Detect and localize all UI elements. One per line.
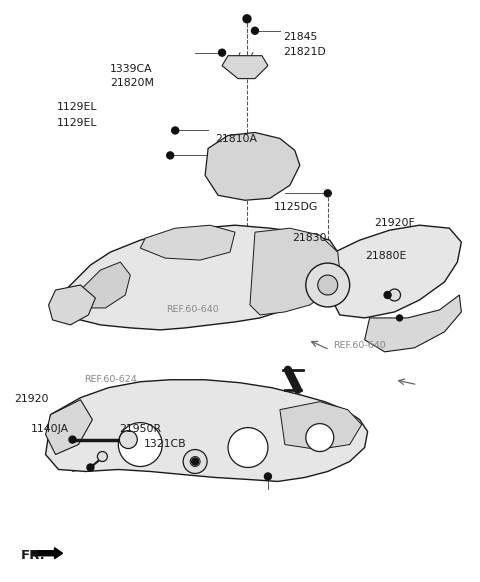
Circle shape (192, 458, 199, 465)
Polygon shape (46, 379, 368, 481)
Polygon shape (205, 133, 300, 200)
Circle shape (318, 275, 338, 295)
Text: 1140JA: 1140JA (30, 424, 69, 434)
Polygon shape (330, 225, 461, 318)
Text: 21821D: 21821D (283, 48, 326, 58)
Text: 21820M: 21820M (110, 78, 154, 88)
Polygon shape (56, 225, 340, 330)
Circle shape (172, 127, 179, 134)
Polygon shape (48, 285, 96, 325)
Text: REF.60-640: REF.60-640 (333, 341, 386, 350)
Circle shape (396, 315, 403, 321)
Text: 1125DG: 1125DG (274, 202, 318, 212)
Circle shape (264, 473, 271, 480)
Circle shape (228, 428, 268, 467)
Polygon shape (222, 56, 268, 79)
Circle shape (183, 449, 207, 474)
Circle shape (389, 289, 400, 301)
Text: 21880E: 21880E (365, 251, 407, 261)
Text: 1339CA: 1339CA (110, 65, 153, 74)
Text: 21920F: 21920F (374, 218, 415, 228)
Circle shape (119, 423, 162, 467)
Circle shape (87, 464, 94, 471)
Polygon shape (365, 295, 461, 352)
Text: 21920: 21920 (14, 394, 48, 404)
Polygon shape (140, 225, 235, 260)
Circle shape (120, 431, 137, 449)
Text: FR.: FR. (21, 549, 46, 562)
Text: REF.60-640: REF.60-640 (166, 305, 218, 314)
Text: 1321CB: 1321CB (144, 439, 186, 449)
Polygon shape (46, 400, 93, 455)
Circle shape (324, 190, 331, 197)
Polygon shape (75, 262, 130, 308)
Circle shape (243, 15, 251, 23)
Circle shape (97, 452, 108, 462)
Polygon shape (250, 228, 340, 315)
Circle shape (252, 27, 258, 34)
Circle shape (190, 456, 200, 467)
Circle shape (306, 263, 350, 307)
Circle shape (167, 152, 174, 159)
Text: REF.60-624: REF.60-624 (84, 375, 137, 384)
FancyArrow shape (33, 548, 62, 559)
Circle shape (69, 436, 76, 443)
Circle shape (218, 49, 226, 56)
Text: 21810A: 21810A (215, 134, 257, 144)
Circle shape (306, 424, 334, 452)
Circle shape (384, 292, 391, 299)
Text: 21830: 21830 (293, 233, 327, 243)
Text: 1129EL: 1129EL (57, 102, 97, 112)
Text: 21950R: 21950R (120, 424, 161, 434)
Text: 1129EL: 1129EL (57, 118, 97, 127)
Text: 21845: 21845 (283, 32, 317, 42)
Polygon shape (280, 402, 361, 449)
